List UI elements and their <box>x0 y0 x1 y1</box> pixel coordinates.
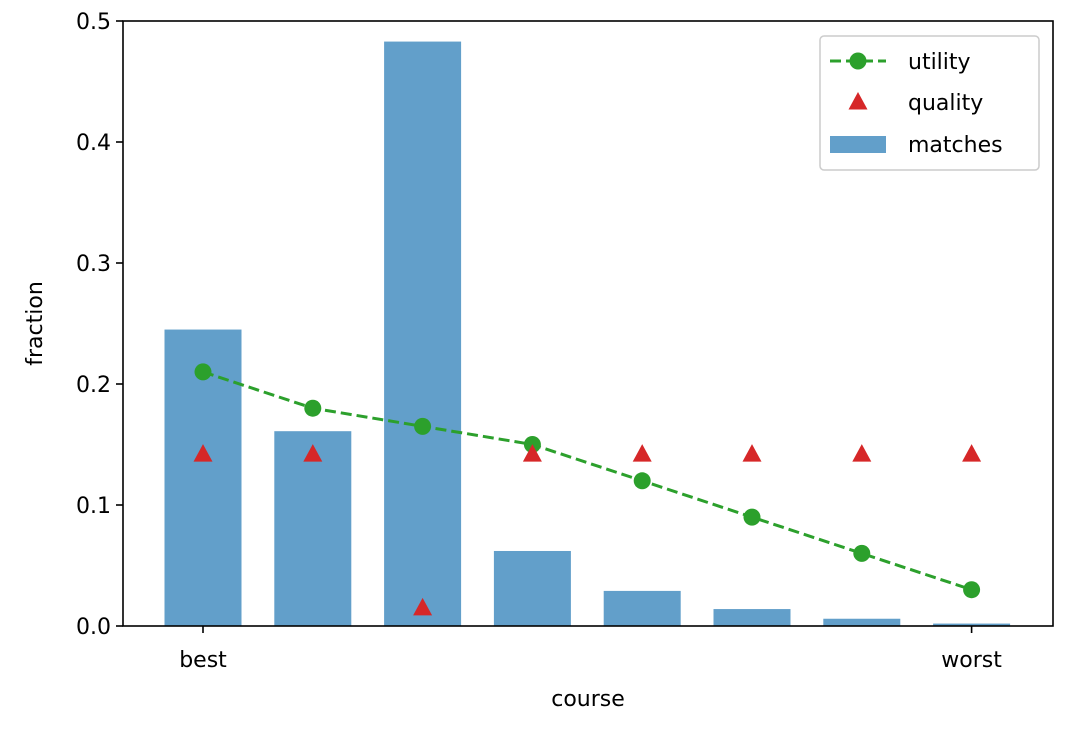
y-tick-label: 0.1 <box>76 494 111 519</box>
matches-bar <box>384 41 462 626</box>
legend: utility quality matches <box>819 35 1040 171</box>
utility-series <box>194 363 981 599</box>
quality-point <box>852 444 872 462</box>
quality-point <box>303 444 323 462</box>
quality-point <box>413 597 433 616</box>
matches-bar <box>603 590 681 626</box>
utility-point <box>304 399 322 417</box>
quality-point <box>742 444 762 462</box>
x-tick-label: worst <box>941 648 1002 673</box>
y-tick-label: 0.5 <box>76 10 111 35</box>
quality-point <box>632 444 652 462</box>
y-tick-label: 0.4 <box>76 131 111 156</box>
legend-quality-marker <box>848 92 868 110</box>
utility-line <box>202 370 973 592</box>
y-tick-label: 0.2 <box>76 373 111 398</box>
utility-point <box>963 581 981 599</box>
legend-label-utility: utility <box>908 50 971 75</box>
quality-point <box>962 444 982 462</box>
quality-series <box>193 444 982 616</box>
x-axis-label: course <box>551 687 625 712</box>
utility-point <box>194 363 212 381</box>
legend-label-matches: matches <box>908 133 1003 158</box>
y-tick-label: 0.3 <box>76 252 111 277</box>
quality-point <box>522 444 542 462</box>
y-axis: 0.0 0.1 0.2 0.3 0.4 0.5 <box>76 10 123 640</box>
plot-frame <box>122 20 1054 627</box>
quality-point <box>193 444 213 462</box>
x-axis: best worst <box>179 626 1002 673</box>
utility-point <box>853 544 871 562</box>
legend-matches-swatch <box>830 136 886 153</box>
x-tick-label: best <box>179 648 227 673</box>
matches-bar <box>713 609 791 626</box>
utility-point <box>414 417 432 435</box>
utility-point <box>633 472 651 490</box>
y-tick-label: 0.0 <box>76 615 111 640</box>
legend-label-quality: quality <box>908 91 983 116</box>
matches-bar <box>933 623 1011 626</box>
y-axis-label: fraction <box>23 281 48 366</box>
legend-utility-marker <box>849 52 867 70</box>
matches-bar <box>493 550 571 626</box>
matches-bar <box>274 431 352 626</box>
matches-bar <box>823 618 901 626</box>
utility-point <box>743 508 761 526</box>
